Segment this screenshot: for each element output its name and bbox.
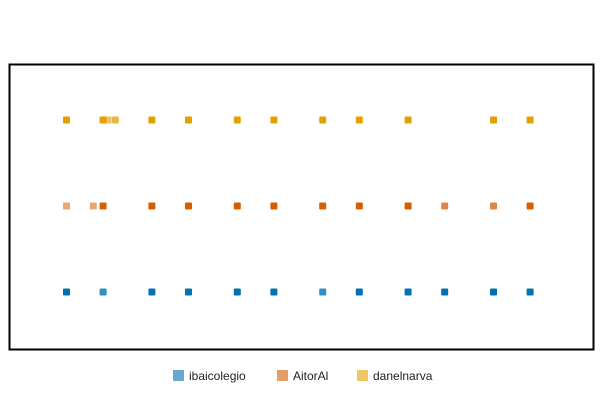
point-AitorAl-2 <box>99 202 107 210</box>
point-ibaicolegio-6 <box>319 288 327 296</box>
point-ibaicolegio-5 <box>270 288 278 296</box>
point-danelnarva-9 <box>355 116 363 124</box>
legend: ibaicolegio AitorAl danelnarva <box>173 369 433 383</box>
point-AitorAl-4 <box>185 202 192 210</box>
point-ibaicolegio-7 <box>355 288 363 296</box>
point-danelnarva-3 <box>111 116 119 124</box>
point-AitorAl-9 <box>404 202 412 210</box>
legend-swatch-danelnarva <box>357 370 368 381</box>
legend-label-ibaicolegio: ibaicolegio <box>189 369 246 383</box>
point-danelnarva-2 <box>104 116 112 124</box>
point-ibaicolegio-11 <box>526 288 534 296</box>
point-AitorAl-12 <box>526 202 534 210</box>
chart-marks <box>63 116 534 296</box>
point-AitorAl-3 <box>148 202 156 210</box>
point-ibaicolegio-4 <box>233 288 241 296</box>
point-danelnarva-0 <box>63 116 70 124</box>
legend-label-AitorAl: AitorAl <box>293 369 328 383</box>
point-danelnarva-11 <box>490 116 497 124</box>
point-danelnarva-5 <box>185 116 192 124</box>
point-danelnarva-10 <box>404 116 412 124</box>
legend-swatch-ibaicolegio <box>173 370 184 381</box>
point-danelnarva-12 <box>526 116 534 124</box>
point-danelnarva-6 <box>233 116 241 124</box>
point-ibaicolegio-10 <box>490 288 497 296</box>
point-danelnarva-4 <box>148 116 156 124</box>
point-AitorAl-1 <box>89 202 97 210</box>
legend-label-danelnarva: danelnarva <box>373 369 433 383</box>
point-ibaicolegio-0 <box>63 288 70 296</box>
point-ibaicolegio-9 <box>441 288 449 296</box>
point-AitorAl-6 <box>270 202 278 210</box>
point-AitorAl-7 <box>319 202 327 210</box>
point-ibaicolegio-8 <box>404 288 412 296</box>
point-AitorAl-0 <box>63 202 70 210</box>
legend-swatch-AitorAl <box>277 370 288 381</box>
point-AitorAl-11 <box>490 202 497 210</box>
point-AitorAl-10 <box>441 202 449 210</box>
point-ibaicolegio-1 <box>99 288 107 296</box>
point-danelnarva-7 <box>270 116 278 124</box>
point-danelnarva-8 <box>319 116 327 124</box>
plot-frame <box>8 63 595 351</box>
point-AitorAl-8 <box>355 202 363 210</box>
point-ibaicolegio-2 <box>148 288 156 296</box>
point-AitorAl-5 <box>233 202 241 210</box>
point-ibaicolegio-3 <box>185 288 192 296</box>
